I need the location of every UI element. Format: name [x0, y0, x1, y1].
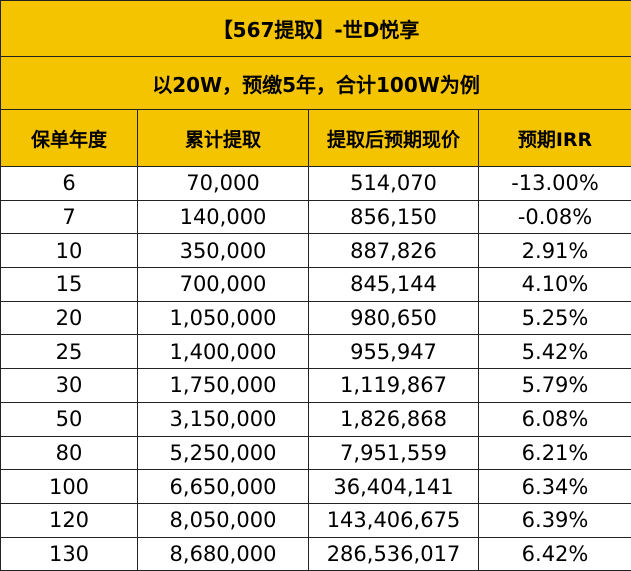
expected-cash-value-cell: 955,947 [309, 335, 479, 369]
cumulative-withdrawal-cell: 1,400,000 [138, 335, 309, 369]
policy-year-cell: 100 [1, 470, 138, 504]
expected-irr-cell: 2.91% [479, 234, 631, 268]
expected-cash-value-cell: 1,826,868 [309, 402, 479, 436]
policy-year-cell: 80 [1, 436, 138, 470]
cumulative-withdrawal-cell: 8,050,000 [138, 503, 309, 537]
policy-year-cell: 15 [1, 268, 138, 302]
cumulative-withdrawal-cell: 3,150,000 [138, 402, 309, 436]
policy-year-cell: 20 [1, 301, 138, 335]
expected-cash-value-cell: 1,119,867 [309, 369, 479, 403]
expected-cash-value-cell: 980,650 [309, 301, 479, 335]
expected-cash-value-cell: 887,826 [309, 234, 479, 268]
policy-year-cell: 10 [1, 234, 138, 268]
expected-cash-value-cell: 856,150 [309, 200, 479, 234]
title-row: 【567提取】-世D悦享 [1, 1, 631, 57]
expected-cash-value-cell: 143,406,675 [309, 503, 479, 537]
expected-irr-cell: 6.21% [479, 436, 631, 470]
table-subtitle: 以20W，预缴5年，合计100W为例 [1, 57, 631, 110]
expected-irr-cell: 6.39% [479, 503, 631, 537]
expected-irr-cell: 4.10% [479, 268, 631, 302]
cumulative-withdrawal-cell: 140,000 [138, 200, 309, 234]
cumulative-withdrawal-cell: 5,250,000 [138, 436, 309, 470]
policy-year-cell: 6 [1, 167, 138, 201]
cumulative-withdrawal-cell: 6,650,000 [138, 470, 309, 504]
column-header-cumulative-withdrawal: 累计提取 [138, 110, 309, 167]
expected-cash-value-cell: 845,144 [309, 268, 479, 302]
expected-irr-cell: -13.00% [479, 167, 631, 201]
expected-irr-cell: 5.25% [479, 301, 631, 335]
column-header-row: 保单年度 累计提取 提取后预期现价 预期IRR [1, 110, 631, 167]
table-title: 【567提取】-世D悦享 [1, 1, 631, 57]
cumulative-withdrawal-cell: 70,000 [138, 167, 309, 201]
subtitle-row: 以20W，预缴5年，合计100W为例 [1, 57, 631, 110]
expected-irr-cell: 6.34% [479, 470, 631, 504]
column-header-expected-cash-value: 提取后预期现价 [309, 110, 479, 167]
cumulative-withdrawal-cell: 350,000 [138, 234, 309, 268]
expected-cash-value-cell: 514,070 [309, 167, 479, 201]
expected-cash-value-cell: 36,404,141 [309, 470, 479, 504]
expected-irr-cell: 5.42% [479, 335, 631, 369]
expected-irr-cell: -0.08% [479, 200, 631, 234]
column-header-policy-year: 保单年度 [1, 110, 138, 167]
policy-year-cell: 25 [1, 335, 138, 369]
expected-cash-value-cell: 7,951,559 [309, 436, 479, 470]
expected-irr-cell: 5.79% [479, 369, 631, 403]
policy-year-cell: 50 [1, 402, 138, 436]
policy-year-cell: 30 [1, 369, 138, 403]
cumulative-withdrawal-cell: 700,000 [138, 268, 309, 302]
cumulative-withdrawal-cell: 1,050,000 [138, 301, 309, 335]
policy-year-cell: 120 [1, 503, 138, 537]
column-header-expected-irr: 预期IRR [479, 110, 631, 167]
expected-irr-cell: 6.08% [479, 402, 631, 436]
policy-year-cell: 7 [1, 200, 138, 234]
cumulative-withdrawal-cell: 1,750,000 [138, 369, 309, 403]
